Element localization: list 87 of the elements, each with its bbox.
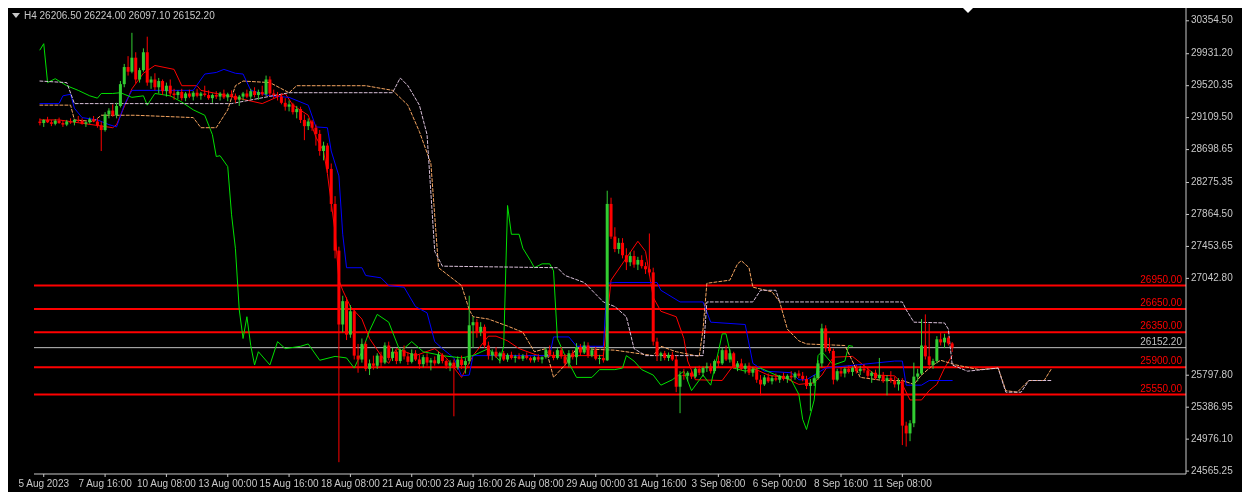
- candlestick: [264, 75, 268, 97]
- candlestick: [632, 250, 636, 269]
- candlestick: [322, 141, 326, 161]
- y-tick-label: 24565.25: [1191, 464, 1234, 476]
- candlestick: [141, 47, 145, 73]
- candlestick: [774, 373, 778, 382]
- y-tick-label: 28275.35: [1191, 176, 1234, 188]
- candlestick: [118, 80, 122, 108]
- candlestick: [268, 75, 272, 98]
- candlestick: [701, 366, 705, 378]
- x-tick-label: 26 Aug 08:00: [504, 478, 565, 489]
- candlestick: [498, 351, 502, 364]
- x-tick-label: 15 Aug 16:00: [259, 478, 319, 489]
- candlestick: [222, 89, 226, 100]
- ref-line-label: 25900.00: [1140, 355, 1183, 367]
- candlestick: [149, 75, 153, 90]
- candlestick: [341, 295, 345, 333]
- candlestick: [448, 359, 452, 372]
- y-tick-label: 24976.10: [1191, 432, 1234, 444]
- y-tick-label: 27864.50: [1191, 208, 1234, 220]
- ref-line-label: 26950.00: [1140, 273, 1183, 285]
- candlestick: [751, 366, 755, 378]
- x-tick-label: 31 Aug 16:00: [627, 478, 687, 489]
- candlestick: [103, 111, 107, 133]
- x-tick-label: 23 Aug 16:00: [443, 478, 503, 489]
- candlestick: [153, 72, 157, 91]
- x-tick-label: 7 Aug 16:00: [78, 478, 133, 489]
- candlestick: [360, 338, 364, 364]
- ref-line-label: 26152.20: [1140, 335, 1183, 347]
- candlestick: [885, 374, 889, 396]
- y-tick-label: 25797.80: [1191, 368, 1234, 380]
- y-tick-label: 25386.95: [1191, 400, 1234, 412]
- candlestick: [383, 341, 387, 365]
- candlestick: [843, 366, 847, 378]
- y-tick-label: 30354.50: [1191, 14, 1234, 26]
- ref-line-label: 25550.00: [1140, 382, 1183, 394]
- candlestick: [387, 341, 391, 361]
- candlestick: [195, 88, 199, 98]
- x-tick-label: 11 Sep 08:00: [872, 478, 933, 489]
- y-tick-label: 29520.35: [1191, 79, 1234, 91]
- candlestick: [325, 142, 329, 174]
- x-tick-label: 6 Sep 00:00: [752, 478, 808, 489]
- candlestick: [61, 120, 65, 128]
- y-tick-label: 28698.65: [1191, 143, 1234, 155]
- candlestick: [99, 120, 103, 152]
- candlestick: [517, 352, 521, 360]
- candlestick: [636, 256, 640, 271]
- candlestick: [521, 353, 525, 362]
- candlestick: [199, 91, 203, 101]
- x-tick-label: 21 Aug 00:00: [382, 478, 442, 489]
- x-tick-label: 13 Aug 00:00: [198, 478, 258, 489]
- x-tick-label: 8 Sep 16:00: [814, 478, 869, 489]
- x-tick-label: 29 Aug 00:00: [566, 478, 626, 489]
- candlestick: [287, 99, 291, 112]
- candlestick: [889, 370, 893, 384]
- candlestick: [172, 88, 176, 101]
- candlestick: [621, 237, 625, 259]
- candlestick: [122, 63, 126, 88]
- ref-line-label: 26350.00: [1140, 320, 1183, 332]
- x-tick-label: 5 Aug 2023: [18, 478, 70, 489]
- y-tick-label: 29109.50: [1191, 111, 1234, 123]
- chart-title: H4 26206.50 26224.00 26097.10 26152.20: [24, 10, 216, 21]
- candlestick: [348, 304, 352, 339]
- y-tick-label: 27453.65: [1191, 240, 1234, 252]
- candlestick: [126, 55, 130, 77]
- candlestick: [904, 421, 908, 448]
- candlestick: [130, 32, 134, 74]
- y-tick-label: 27042.80: [1191, 272, 1234, 284]
- candlestick: [659, 351, 663, 362]
- candlestick: [318, 129, 322, 157]
- candlestick: [429, 357, 433, 371]
- candlestick: [624, 247, 628, 271]
- candlestick: [808, 378, 812, 412]
- candlestick: [80, 117, 84, 126]
- x-tick-label: 18 Aug 08:00: [320, 478, 381, 489]
- candlestick: [302, 113, 306, 141]
- line-series: [39, 43, 854, 431]
- x-tick-label: 10 Aug 08:00: [136, 478, 197, 489]
- candlestick: [84, 120, 88, 128]
- candlestick: [176, 89, 180, 100]
- candlestick: [770, 375, 774, 385]
- candlestick: [728, 348, 732, 364]
- candlestick: [314, 124, 318, 147]
- y-tick-label: 29931.20: [1191, 47, 1234, 59]
- candlestick: [678, 370, 682, 414]
- x-tick-label: 3 Sep 08:00: [691, 478, 746, 489]
- ref-line-label: 26650.00: [1140, 296, 1183, 308]
